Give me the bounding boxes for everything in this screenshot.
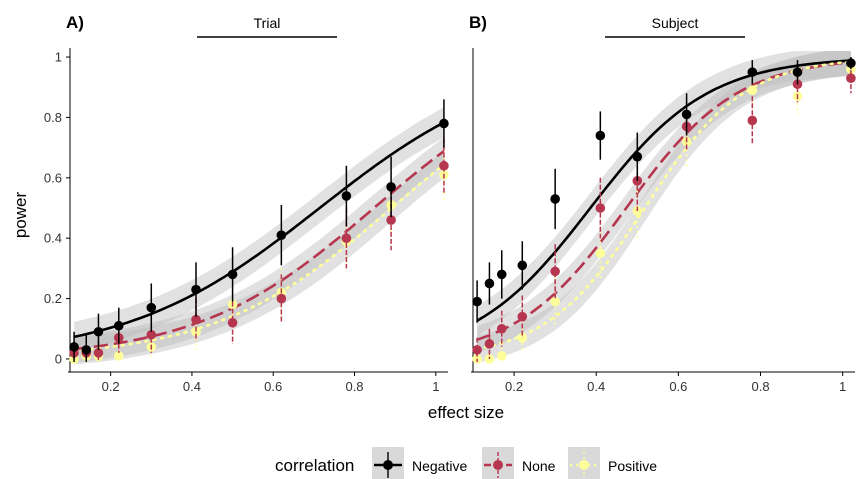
- x-tick-label: 0.2: [102, 379, 120, 394]
- legend-label-positive: Positive: [608, 458, 657, 474]
- legend-title: correlation: [275, 456, 354, 475]
- y-tick-label: 0.2: [44, 291, 62, 306]
- panel-label: B): [469, 13, 487, 32]
- legend-point-positive: [579, 460, 589, 470]
- x-tick-label: 0.4: [183, 379, 201, 394]
- data-point-none: [227, 317, 238, 328]
- data-point-negative: [113, 320, 124, 331]
- data-point-negative: [276, 230, 287, 240]
- data-point-none: [93, 348, 104, 358]
- legend-label-negative: Negative: [412, 458, 467, 474]
- legend-entry-none: None: [482, 447, 556, 479]
- y-tick-label: 0.8: [44, 110, 62, 125]
- fit-curve-negative: [476, 59, 851, 322]
- data-point-none: [550, 266, 560, 277]
- panel-subject: B) Subject 0.2 0.4 0.6 0.8 1: [469, 13, 856, 394]
- data-point-negative: [472, 296, 482, 307]
- data-point-negative: [386, 182, 396, 192]
- data-point-negative: [69, 342, 79, 352]
- panel-trial: A) Trial 0.2 0.4 0.6 0.8 1 0 0.2 0.4 0.6 0.8 1: [44, 13, 449, 394]
- data-point-none: [276, 293, 287, 304]
- data-point-none: [341, 233, 352, 243]
- data-point-positive: [484, 354, 495, 364]
- data-point-positive: [496, 351, 507, 361]
- data-point-none: [484, 339, 495, 349]
- data-point-negative: [81, 345, 92, 355]
- data-point-positive: [747, 85, 758, 96]
- data-point-negative: [681, 109, 692, 120]
- data-point-negative: [227, 269, 238, 280]
- x-tick-label: 0.6: [264, 379, 282, 394]
- data-point-negative: [93, 326, 104, 337]
- y-tick-label: 0.6: [44, 170, 62, 185]
- x-tick-label: 0.4: [587, 379, 605, 394]
- data-point-negative: [747, 67, 758, 77]
- data-point-none: [846, 73, 856, 83]
- data-point-negative: [191, 284, 201, 295]
- data-point-positive: [595, 248, 606, 259]
- x-tick-label: 0.8: [345, 379, 363, 394]
- data-point-negative: [439, 118, 449, 129]
- legend: correlation Negative None Positive: [275, 447, 657, 479]
- data-point-positive: [550, 296, 560, 307]
- y-tick-label: 0: [55, 351, 62, 366]
- x-tick-label: 0.6: [669, 379, 687, 394]
- data-point-none: [146, 329, 157, 340]
- confidence-band-positive: [74, 151, 444, 365]
- data-point-none: [747, 115, 758, 126]
- y-tick-label: 1: [55, 50, 62, 65]
- data-point-none: [386, 215, 396, 225]
- legend-entry-negative: Negative: [372, 447, 467, 479]
- confidence-band-positive: [477, 51, 851, 363]
- data-point-negative: [595, 130, 606, 141]
- data-point-negative: [496, 269, 507, 280]
- x-tick-label: 0.8: [751, 379, 769, 394]
- data-point-negative: [792, 67, 803, 77]
- data-point-none: [517, 311, 528, 322]
- fit-curve-none: [476, 60, 852, 341]
- fit-curve-none: [73, 150, 445, 351]
- legend-point-none: [493, 460, 503, 470]
- data-point-negative: [632, 151, 643, 162]
- y-tick-label: 0.4: [44, 231, 62, 246]
- panel-label: A): [66, 13, 84, 32]
- data-point-negative: [341, 191, 352, 201]
- facet-strip-label: Trial: [254, 15, 281, 31]
- y-axis-title: power: [11, 192, 30, 239]
- fit-curve-negative: [73, 121, 445, 339]
- data-point-none: [439, 160, 449, 171]
- data-point-positive: [191, 326, 201, 337]
- x-axis-title: effect size: [428, 403, 504, 422]
- data-point-negative: [517, 260, 528, 271]
- confidence-band-none: [74, 137, 444, 363]
- data-point-negative: [484, 278, 495, 289]
- data-point-none: [595, 203, 606, 213]
- legend-entry-positive: Positive: [568, 447, 657, 479]
- x-tick-label: 0.2: [505, 379, 523, 394]
- data-point-none: [496, 323, 507, 334]
- fit-curve-positive: [72, 163, 446, 353]
- facet-strip-label: Subject: [652, 15, 699, 31]
- data-point-positive: [113, 351, 124, 361]
- legend-label-none: None: [522, 458, 556, 474]
- confidence-band-negative: [477, 51, 851, 336]
- fit-curve-positive: [475, 60, 853, 351]
- data-point-none: [191, 314, 201, 325]
- confidence-band-negative: [74, 107, 444, 352]
- legend-point-negative: [383, 460, 393, 470]
- x-tick-label: 1: [432, 379, 439, 394]
- data-point-negative: [550, 194, 560, 204]
- data-point-none: [472, 345, 482, 355]
- data-point-negative: [146, 302, 157, 313]
- x-tick-label: 1: [839, 379, 846, 394]
- data-point-negative: [846, 58, 856, 68]
- data-point-positive: [517, 333, 528, 343]
